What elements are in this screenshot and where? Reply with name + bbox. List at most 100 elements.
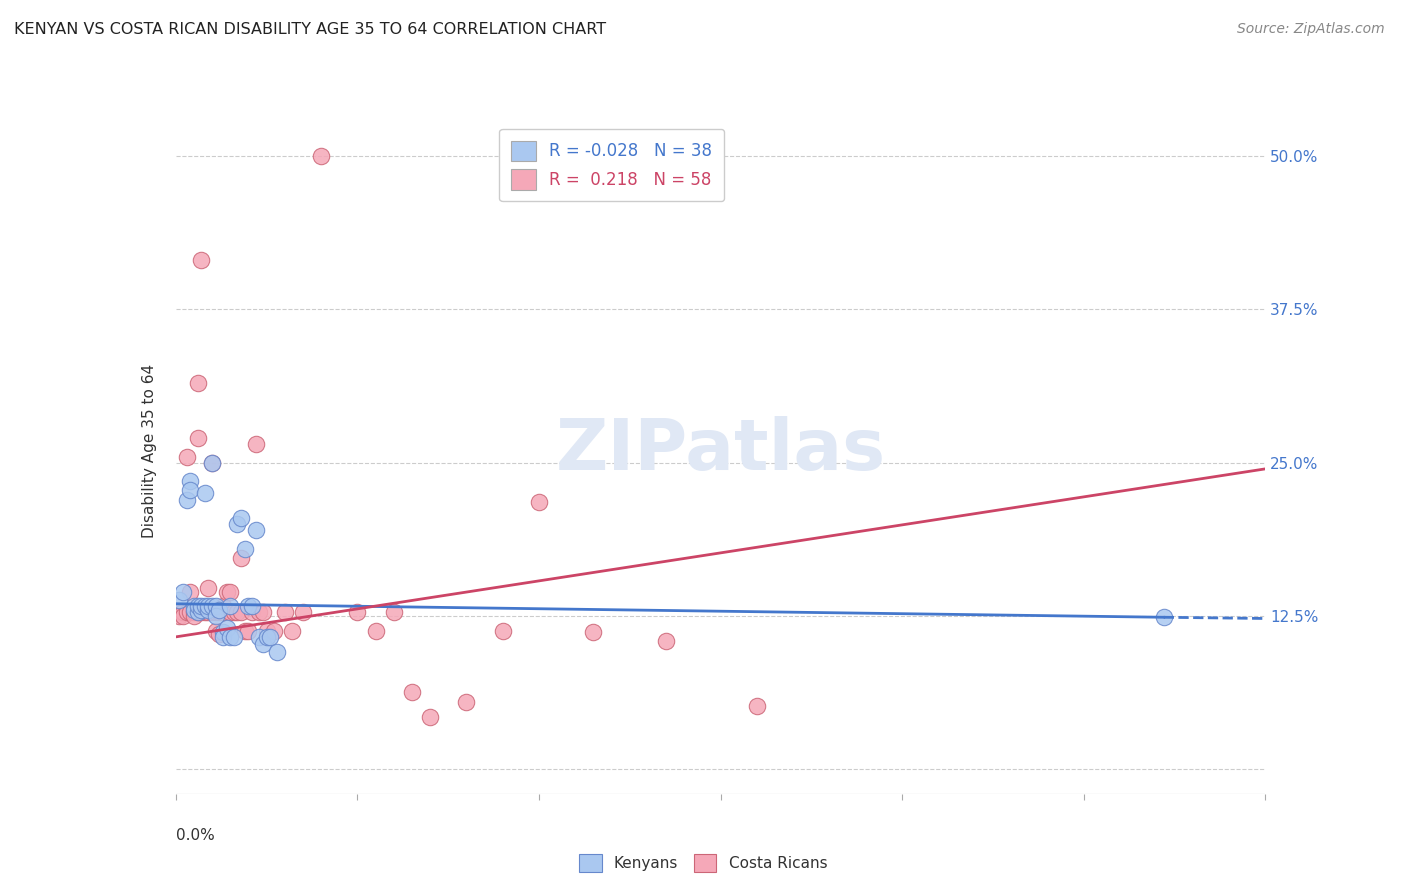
Point — [215, 621, 238, 635]
Point — [247, 605, 270, 619]
Point — [204, 609, 226, 624]
Point — [190, 253, 212, 268]
Point — [197, 581, 219, 595]
Point — [179, 584, 201, 599]
Legend: R = -0.028   N = 38, R =  0.218   N = 58: R = -0.028 N = 38, R = 0.218 N = 58 — [499, 129, 724, 202]
Point — [212, 630, 235, 644]
Legend: Kenyans, Costa Ricans: Kenyans, Costa Ricans — [571, 846, 835, 880]
Point — [186, 605, 209, 619]
Point — [176, 605, 198, 619]
Point — [183, 603, 205, 617]
Point — [219, 584, 242, 599]
Point — [456, 695, 478, 709]
Point — [186, 599, 209, 614]
Point — [245, 523, 267, 537]
Point — [226, 605, 249, 619]
Point — [240, 599, 263, 614]
Point — [252, 605, 274, 619]
Point — [201, 456, 224, 470]
Text: KENYAN VS COSTA RICAN DISABILITY AGE 35 TO 64 CORRELATION CHART: KENYAN VS COSTA RICAN DISABILITY AGE 35 … — [14, 22, 606, 37]
Point — [274, 605, 297, 619]
Point — [194, 486, 217, 500]
Point — [186, 376, 209, 390]
Point — [212, 599, 235, 614]
Y-axis label: Disability Age 35 to 64: Disability Age 35 to 64 — [142, 363, 157, 538]
Point — [419, 709, 441, 723]
Point — [215, 584, 238, 599]
Text: Source: ZipAtlas.com: Source: ZipAtlas.com — [1237, 22, 1385, 37]
Point — [233, 624, 256, 638]
Point — [169, 609, 191, 624]
Point — [222, 605, 245, 619]
Point — [212, 605, 235, 619]
Point — [201, 605, 224, 619]
Point — [212, 624, 235, 639]
Point — [169, 593, 191, 607]
Point — [197, 599, 219, 614]
Point — [401, 685, 423, 699]
Point — [194, 605, 217, 619]
Point — [172, 584, 194, 599]
Point — [208, 605, 231, 619]
Point — [190, 605, 212, 619]
Point — [190, 603, 212, 617]
Point — [208, 627, 231, 641]
Point — [179, 483, 201, 497]
Point — [183, 605, 205, 619]
Point — [655, 633, 678, 648]
Point — [226, 517, 249, 532]
Point — [172, 609, 194, 624]
Point — [364, 624, 387, 638]
Point — [259, 630, 281, 644]
Point — [309, 149, 332, 163]
Point — [231, 551, 253, 566]
Point — [222, 630, 245, 644]
Point — [281, 624, 304, 638]
Point — [582, 624, 605, 639]
Point — [233, 541, 256, 556]
Point — [219, 605, 242, 619]
Point — [197, 605, 219, 619]
Point — [219, 599, 242, 614]
Point — [252, 637, 274, 651]
Point — [382, 605, 405, 619]
Point — [231, 605, 253, 619]
Point — [1153, 610, 1175, 624]
Point — [527, 495, 550, 509]
Point — [346, 605, 368, 619]
Point — [169, 605, 191, 619]
Point — [176, 492, 198, 507]
Point — [240, 605, 263, 619]
Point — [208, 603, 231, 617]
Point — [745, 698, 768, 713]
Point — [190, 599, 212, 614]
Point — [172, 605, 194, 619]
Text: 0.0%: 0.0% — [176, 828, 215, 843]
Point — [247, 630, 270, 644]
Point — [197, 603, 219, 617]
Point — [219, 630, 242, 644]
Point — [179, 605, 201, 619]
Point — [266, 644, 288, 658]
Point — [194, 599, 217, 614]
Point — [256, 624, 278, 638]
Point — [238, 624, 260, 638]
Point — [176, 450, 198, 464]
Point — [201, 456, 224, 470]
Point — [231, 511, 253, 525]
Point — [183, 609, 205, 624]
Point — [201, 599, 224, 614]
Point — [492, 624, 515, 638]
Point — [245, 437, 267, 451]
Point — [238, 599, 260, 614]
Point — [204, 624, 226, 638]
Text: ZIPatlas: ZIPatlas — [555, 416, 886, 485]
Point — [256, 630, 278, 644]
Point — [263, 624, 285, 638]
Point — [291, 605, 314, 619]
Point — [183, 599, 205, 614]
Point — [179, 474, 201, 488]
Point — [204, 599, 226, 614]
Point — [186, 605, 209, 619]
Point — [204, 605, 226, 619]
